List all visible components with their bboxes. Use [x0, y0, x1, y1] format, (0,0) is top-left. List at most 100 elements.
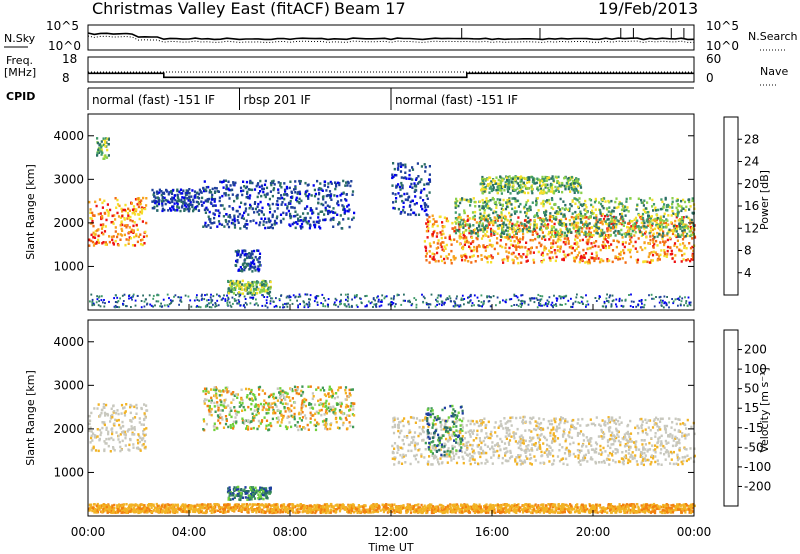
power-cell	[537, 250, 540, 254]
power-cell	[162, 199, 165, 203]
power-cell	[618, 300, 621, 303]
power-cell	[575, 234, 578, 237]
power-cell	[615, 298, 618, 301]
power-cell	[392, 302, 395, 305]
power-cell	[503, 258, 506, 261]
power-cell	[630, 225, 633, 228]
power-cell	[141, 243, 144, 247]
power-cell	[266, 192, 269, 195]
power-cell	[517, 224, 520, 227]
power-cell	[406, 198, 409, 202]
power-data	[88, 137, 697, 309]
power-cell	[223, 225, 226, 228]
velocity-cell	[136, 446, 139, 449]
power-cell	[509, 218, 512, 222]
power-cell	[280, 186, 283, 189]
power-cell	[604, 238, 607, 241]
velocity-cell	[100, 411, 103, 415]
power-cell	[315, 295, 318, 297]
power-cell	[596, 229, 599, 233]
power-cell	[295, 221, 298, 224]
power-cell	[490, 234, 493, 237]
power-cell	[624, 205, 627, 208]
power-cell	[535, 203, 538, 207]
power-cell	[541, 175, 544, 179]
power-cell	[94, 229, 97, 233]
power-cell	[499, 182, 503, 185]
power-cell	[131, 244, 135, 247]
power-cell	[659, 227, 662, 231]
power-cell	[470, 249, 473, 253]
velocity-cell	[90, 430, 93, 433]
velocity-cell	[277, 416, 280, 419]
power-cell	[571, 306, 574, 308]
power-cell	[541, 304, 543, 307]
power-cell	[91, 240, 95, 244]
power-cell	[483, 200, 486, 204]
power-cell	[527, 209, 530, 212]
power-cell	[679, 295, 681, 298]
velocity-cell	[336, 395, 339, 399]
velocity-cell	[222, 426, 226, 429]
power-cell	[339, 194, 342, 197]
power-cell	[243, 225, 246, 228]
power-cell	[508, 227, 512, 230]
power-cell	[560, 218, 563, 222]
power-cell	[504, 246, 507, 250]
power-cell	[241, 268, 244, 271]
power-cell	[552, 242, 555, 245]
power-cell	[567, 239, 570, 243]
power-cell	[552, 177, 555, 181]
power-cell	[519, 210, 522, 214]
power-cell	[480, 254, 483, 257]
power-cell	[271, 226, 274, 230]
power-cell	[215, 304, 218, 307]
power-cell	[567, 242, 570, 245]
velocity-cell	[257, 407, 260, 411]
power-cell	[307, 306, 310, 309]
power-cell	[204, 294, 206, 297]
velocity-cell	[251, 412, 254, 416]
velocity-cell	[250, 402, 253, 406]
power-cell	[186, 189, 190, 193]
power-cell	[491, 244, 494, 247]
power-cell	[664, 240, 667, 243]
power-cell	[461, 247, 465, 251]
power-cell	[626, 233, 629, 236]
power-cell	[527, 191, 530, 195]
power-cell	[676, 211, 679, 215]
velocity-cell	[230, 426, 233, 429]
power-cell	[567, 187, 570, 191]
velocity-cell	[110, 407, 113, 410]
velocity-cell	[139, 436, 142, 440]
power-cell	[122, 300, 125, 302]
velocity-cell	[119, 427, 122, 430]
power-cell	[104, 137, 108, 140]
power-cell	[505, 176, 508, 179]
power-cell	[485, 197, 488, 200]
power-cell	[519, 303, 522, 305]
power-cell	[550, 177, 554, 180]
velocity-cell	[112, 447, 115, 450]
power-cell	[663, 220, 666, 223]
power-cell	[202, 201, 205, 204]
power-cell	[104, 139, 107, 143]
power-cell	[167, 200, 170, 204]
velocity-cell	[322, 405, 325, 408]
power-cell	[682, 207, 685, 210]
power-cell	[411, 302, 414, 305]
power-cell	[200, 294, 203, 297]
power-cell	[171, 199, 174, 202]
power-cell	[560, 230, 563, 233]
power-cell	[416, 162, 419, 165]
power-cell	[211, 187, 214, 191]
power-cell	[332, 207, 335, 210]
velocity-cell	[327, 406, 330, 409]
power-cell	[568, 185, 571, 189]
power-cell	[132, 224, 135, 228]
power-cell	[308, 303, 311, 306]
velocity-cell	[323, 389, 326, 392]
power-cell	[216, 190, 219, 193]
velocity-cell	[253, 415, 256, 418]
